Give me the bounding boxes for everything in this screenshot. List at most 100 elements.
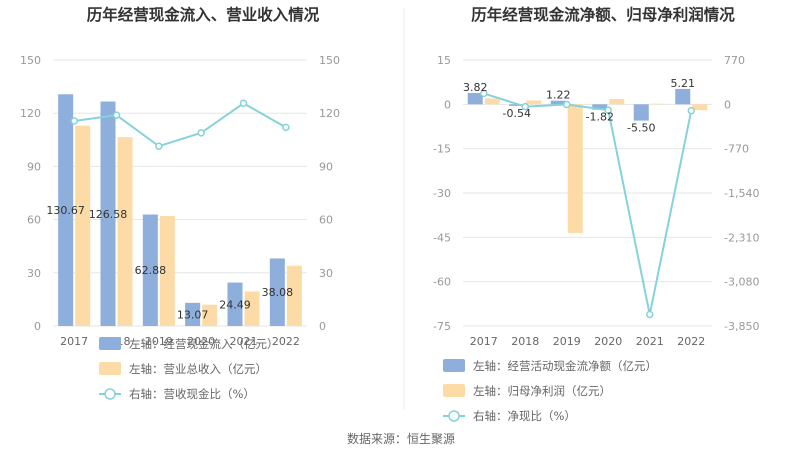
legend-swatch: [99, 337, 121, 350]
right-axis-tick-label: 60: [319, 214, 333, 227]
right-axis-tick-label: 90: [319, 160, 333, 173]
right-axis-tick-label: -1,540: [724, 187, 759, 200]
right-axis-tick-label: 770: [724, 54, 745, 67]
bar: [567, 104, 583, 233]
left-chart: 0306090120150030609012015020172018201920…: [20, 54, 340, 401]
bar: [58, 94, 74, 326]
left-axis-tick-label: 0: [444, 98, 451, 111]
legend-swatch-marker: [448, 410, 460, 422]
right-axis-tick-label: 150: [319, 54, 340, 67]
bar: [526, 100, 542, 105]
legend-label: 右轴：净现比（%）: [473, 409, 576, 423]
legend-label: 右轴：营收现金比（%）: [129, 387, 255, 401]
bar: [592, 104, 608, 110]
data-label: 13.07: [177, 308, 209, 321]
left-axis-tick-label: 60: [27, 214, 41, 227]
left-axis-tick-label: 90: [27, 160, 41, 173]
right-axis-tick-label: 30: [319, 267, 333, 280]
left-axis-tick-label: -15: [433, 143, 451, 156]
legend-swatch: [443, 384, 465, 397]
legend-label: 左轴：营业总收入（亿元）: [129, 362, 267, 376]
line-point: [480, 89, 488, 98]
line-point: [282, 123, 290, 132]
line-point: [646, 310, 654, 319]
line-point: [604, 106, 612, 114]
left-axis-tick-label: 30: [27, 267, 41, 280]
line-point: [521, 102, 529, 111]
bar: [100, 101, 116, 326]
data-source: 数据来源：恒生聚源: [347, 431, 455, 446]
x-axis-tick-label: 2021: [230, 335, 258, 348]
x-axis-tick-label: 2021: [636, 335, 664, 348]
right-axis-tick-label: -3,850: [724, 320, 759, 333]
line-point: [70, 117, 78, 125]
x-axis-tick-label: 2017: [60, 335, 88, 348]
x-axis-tick-label: 2020: [594, 335, 622, 348]
legend-swatch: [99, 362, 121, 375]
x-axis-tick-label: 2018: [511, 335, 539, 348]
data-label: 3.82: [463, 81, 488, 94]
right-chart: -75 -60 -45 -30 -15 0 15 -3,850 -3,080 -2,310 -1,5…: [433, 54, 759, 423]
data-label: 5.21: [671, 77, 696, 90]
x-axis-tick-label: 2019: [553, 335, 581, 348]
data-label: 1.22: [546, 89, 571, 102]
bar: [509, 104, 525, 106]
left-axis-tick-label: -60: [433, 276, 451, 289]
left-axis-tick-label: -30: [433, 187, 451, 200]
x-axis-tick-label: 2019: [145, 335, 173, 348]
bar: [75, 125, 91, 326]
bar: [467, 93, 483, 105]
data-label: 126.58: [89, 208, 128, 221]
data-label: 38.08: [262, 286, 294, 299]
data-label: 130.67: [46, 204, 85, 217]
right-axis-tick-label: -2,310: [724, 231, 759, 244]
line-point: [155, 142, 163, 150]
left-axis-tick-label: 0: [34, 320, 41, 333]
bar: [202, 304, 218, 326]
right-axis-tick-label: -3,080: [724, 276, 759, 289]
bar: [650, 103, 666, 105]
bar: [692, 104, 708, 111]
data-label: 24.49: [219, 298, 251, 311]
bar: [159, 216, 175, 326]
left-axis-tick-label: -75: [433, 320, 451, 333]
legend-label: 左轴：经营现金流入（亿元）: [129, 337, 279, 351]
line-point: [239, 99, 248, 108]
bar: [269, 258, 285, 326]
bar: [484, 98, 500, 105]
line-point: [112, 111, 121, 119]
bar: [609, 99, 625, 105]
right-axis-tick-label: -770: [724, 143, 749, 156]
bar: [286, 265, 302, 326]
series-line: [483, 92, 693, 315]
line-point: [563, 100, 571, 109]
bar: [633, 104, 649, 121]
data-label: -1.82: [586, 111, 614, 124]
bar: [550, 100, 566, 105]
x-axis-tick-label: 2020: [187, 335, 215, 348]
legend-swatch-marker: [104, 388, 116, 400]
bar: [185, 302, 201, 326]
bar: [117, 137, 133, 326]
left-axis-tick-label: 150: [20, 54, 41, 67]
left-axis-tick-label: 15: [437, 54, 451, 67]
bar: [244, 291, 260, 326]
x-axis-tick-label: 2017: [470, 335, 498, 348]
legend-swatch: [443, 359, 465, 372]
right-chart-title: 历年经营现金流净额、归母净利润情况: [471, 5, 735, 24]
legend-label: 左轴：归母净利润（亿元）: [473, 384, 611, 398]
bar: [675, 88, 691, 105]
right-axis-tick-label: 120: [319, 107, 340, 120]
right-axis-tick-label: 0: [724, 98, 731, 111]
x-axis-tick-label: 2022: [272, 335, 300, 348]
bar: [227, 282, 243, 326]
line-point: [687, 106, 695, 115]
right-axis-tick-label: 0: [319, 320, 326, 333]
left-axis-tick-label: 120: [20, 107, 41, 120]
bar: [142, 214, 158, 326]
legend-label: 左轴：经营活动现金流净额（亿元）: [473, 359, 657, 373]
data-label: 62.88: [135, 264, 167, 277]
left-chart-title: 历年经营现金流入、营业收入情况: [87, 5, 320, 24]
line-point: [197, 129, 205, 137]
